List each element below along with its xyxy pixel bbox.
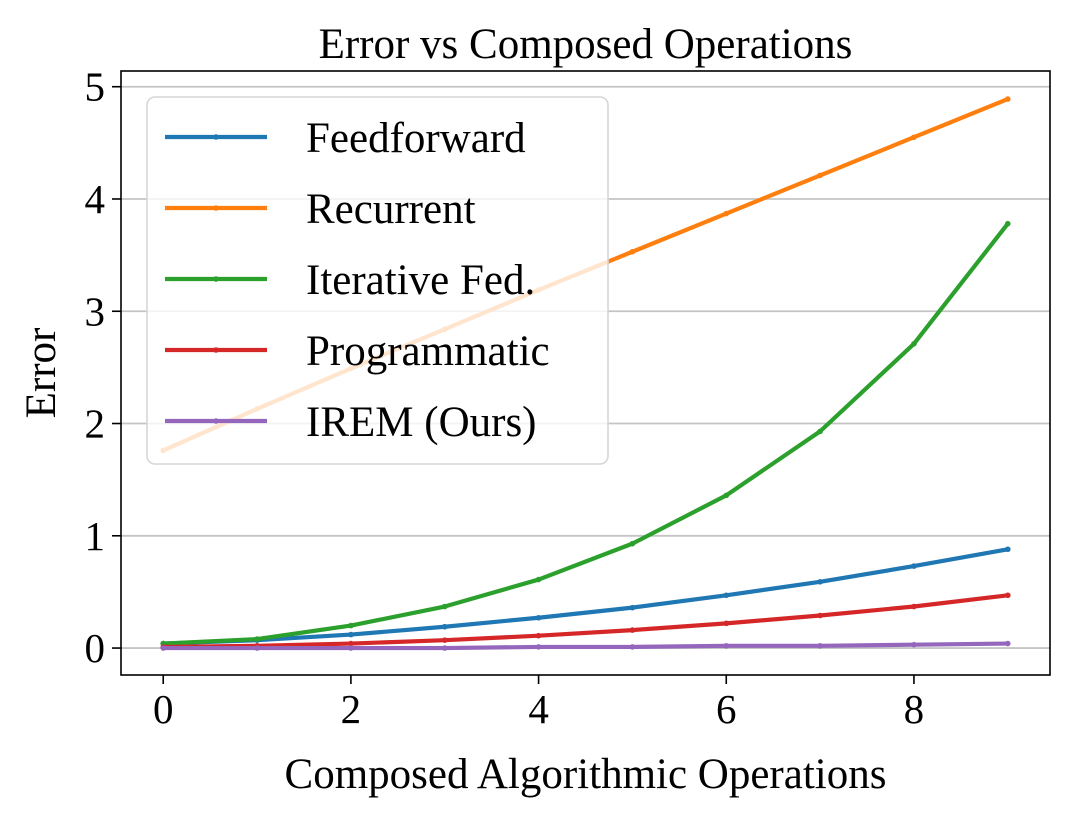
data-point-irem-ours <box>629 644 636 650</box>
chart-title: Error vs Composed Operations <box>319 21 853 68</box>
series-line-iterative-fed <box>161 221 1010 646</box>
data-point-recurrent <box>723 210 730 217</box>
y-tick-label: 4 <box>85 176 106 222</box>
data-point-programmatic <box>1004 592 1011 599</box>
legend-marker-programmatic <box>213 347 219 353</box>
y-tick-label: 5 <box>85 64 106 110</box>
legend-marker-recurrent <box>213 205 219 211</box>
data-point-programmatic <box>348 640 354 647</box>
data-point-programmatic <box>629 627 636 633</box>
data-point-programmatic <box>911 603 917 610</box>
data-point-feedforward <box>629 604 636 611</box>
data-point-programmatic <box>723 620 730 627</box>
x-tick-label: 4 <box>528 686 549 732</box>
data-point-recurrent <box>911 134 917 141</box>
legend-box <box>146 96 609 465</box>
x-tick-label: 0 <box>153 686 174 732</box>
legend-label-programmatic: Programmatic <box>306 328 550 375</box>
x-tick-label: 2 <box>341 686 362 732</box>
data-point-irem-ours <box>441 645 448 651</box>
data-point-feedforward <box>723 592 730 599</box>
data-point-irem-ours <box>160 645 167 651</box>
data-point-iterative-fed <box>629 540 636 547</box>
data-point-irem-ours <box>723 643 730 649</box>
y-tick-label: 2 <box>85 401 106 447</box>
data-point-programmatic <box>817 612 823 619</box>
axis-ticks: 0 1 2 3 4 5 0 2 4 6 8 <box>85 64 925 732</box>
y-tick-label: 3 <box>85 288 106 334</box>
data-point-recurrent <box>629 248 636 255</box>
data-point-programmatic <box>535 632 542 639</box>
data-point-feedforward <box>535 614 542 621</box>
y-tick-label: 1 <box>85 513 106 559</box>
data-point-iterative-fed <box>348 622 354 629</box>
plot-frame <box>120 70 1051 676</box>
series-line-feedforward <box>161 547 1010 646</box>
y-tick-label: 0 <box>85 625 106 671</box>
data-point-recurrent <box>817 172 823 179</box>
legend-label-recurrent: Recurrent <box>306 186 476 233</box>
data-point-iterative-fed <box>535 576 542 583</box>
legend-label-feedforward: Feedforward <box>306 115 526 162</box>
legend-marker-irem-ours <box>213 418 219 424</box>
data-point-feedforward <box>441 623 448 630</box>
data-point-irem-ours <box>348 645 354 651</box>
data-point-iterative-fed <box>911 341 917 347</box>
data-point-iterative-fed <box>254 636 260 642</box>
legend-label-irem-ours: IREM (Ours) <box>306 399 537 446</box>
data-point-iterative-fed <box>441 603 448 610</box>
data-point-feedforward <box>911 563 917 569</box>
data-point-irem-ours <box>817 643 823 649</box>
series-line-programmatic <box>161 593 1010 650</box>
legend-marker-feedforward <box>213 134 219 140</box>
legend-marker-iterative-fed <box>213 276 219 282</box>
series-line-irem-ours <box>161 641 1010 651</box>
data-point-iterative-fed <box>817 428 823 435</box>
legend: Feedforward Recurrent Iterative Fed. Progra… <box>146 96 609 465</box>
x-axis-label: Composed Algorithmic Operations <box>285 751 887 798</box>
data-point-feedforward <box>817 579 823 585</box>
x-tick-label: 6 <box>716 686 737 732</box>
data-point-programmatic <box>441 637 448 643</box>
data-point-feedforward <box>348 631 354 638</box>
data-point-irem-ours <box>535 644 542 650</box>
data-point-iterative-fed <box>723 492 730 499</box>
data-point-recurrent <box>1004 96 1011 102</box>
legend-label-iterative-fed: Iterative Fed. <box>306 257 535 304</box>
x-tick-label: 8 <box>904 686 925 732</box>
data-point-iterative-fed <box>1004 220 1011 227</box>
data-point-feedforward <box>1004 546 1011 553</box>
data-point-irem-ours <box>911 641 917 648</box>
data-point-irem-ours <box>1004 640 1011 647</box>
data-point-irem-ours <box>254 645 260 651</box>
y-axis-label: Error <box>18 328 65 419</box>
